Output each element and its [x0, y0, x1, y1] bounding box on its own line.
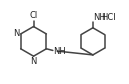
Text: NH: NH [54, 47, 66, 56]
Text: N: N [13, 29, 19, 38]
Text: HCl: HCl [101, 13, 115, 22]
Text: NH: NH [94, 13, 106, 22]
Text: N: N [30, 57, 36, 66]
Text: Cl: Cl [29, 11, 38, 20]
